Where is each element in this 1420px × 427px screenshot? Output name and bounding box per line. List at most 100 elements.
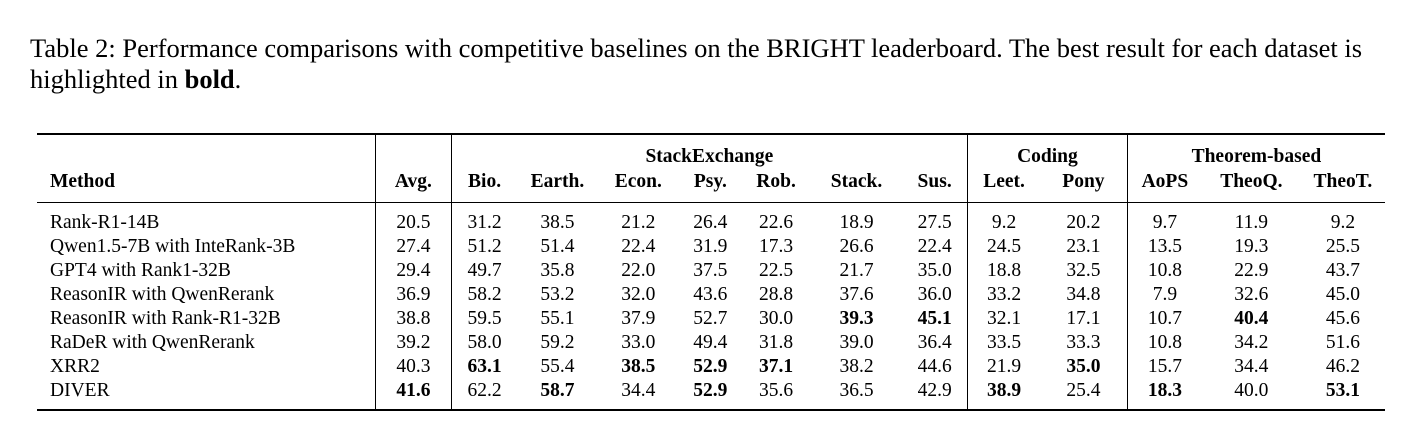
- value-cell: 10.7: [1126, 307, 1202, 331]
- value-cell: 26.6: [839, 236, 874, 257]
- value-cell: 22.0: [621, 260, 656, 281]
- value-cell: 24.5: [967, 235, 1041, 259]
- table-row: Qwen1.5-7B with InteRank-3B 27.4 51.2 51.4 2…: [37, 235, 1385, 259]
- best-value: 37.1: [759, 356, 794, 377]
- best-value: 38.9: [986, 380, 1022, 401]
- method-cell: Rank-R1-14B: [50, 212, 160, 233]
- table-row: GPT4 with Rank1-32B 29.4 49.7 35.8 22.0 37.5 2…: [37, 259, 1385, 283]
- method-cell: RaDeR with QwenRerank: [50, 332, 255, 353]
- value-cell: 52.7: [693, 308, 728, 329]
- column-header-econ: Econ.: [597, 168, 680, 203]
- value-cell: 18.3: [1126, 379, 1202, 411]
- group-header-empty: [37, 133, 376, 168]
- value-cell: 62.2: [450, 379, 518, 411]
- value-cell: 34.4: [1234, 356, 1269, 377]
- value-cell: 58.0: [450, 331, 518, 355]
- value-cell: 37.9: [621, 308, 656, 329]
- column-header-row: Method Avg. Bio. Earth. Econ. Psy. Rob. …: [37, 168, 1385, 203]
- value-cell: 35.6: [741, 379, 811, 411]
- value-cell: 18.8: [967, 259, 1041, 283]
- table-row: XRR2 40.3 63.1 55.4 38.5 52.9 37.1 38.2 44.6 21.9…: [37, 355, 1385, 379]
- value-cell: 33.3: [1066, 332, 1101, 353]
- column-header-rob: Rob.: [741, 168, 811, 203]
- value-cell: 32.6: [1234, 284, 1269, 305]
- value-cell: 58.2: [450, 283, 518, 307]
- value-cell: 38.8: [375, 307, 452, 331]
- value-cell: 53.1: [1300, 379, 1385, 411]
- value-cell: 49.7: [450, 259, 518, 283]
- value-cell: 23.1: [1066, 236, 1101, 257]
- table-row: DIVER 41.6 62.2 58.7 34.4 52.9 35.6 36.5 42.9 38.…: [37, 379, 1385, 411]
- value-cell: 13.5: [1126, 235, 1202, 259]
- value-cell: 22.9: [1234, 260, 1269, 281]
- value-cell: 22.4: [917, 236, 952, 257]
- value-cell: 43.6: [693, 284, 728, 305]
- value-cell: 22.5: [759, 260, 794, 281]
- value-cell: 22.6: [759, 212, 794, 233]
- value-cell: 17.1: [1066, 308, 1101, 329]
- value-cell: 45.0: [1325, 284, 1360, 305]
- value-cell: 9.2: [967, 202, 1041, 235]
- value-cell: 37.1: [741, 355, 810, 379]
- column-header-theot: TheoT.: [1300, 168, 1385, 203]
- value-cell: 45.1: [902, 307, 967, 331]
- best-value: 41.6: [396, 380, 431, 401]
- column-header-bio: Bio.: [450, 168, 518, 203]
- value-cell: 36.9: [375, 283, 452, 307]
- value-cell: 39.3: [811, 307, 902, 331]
- value-cell: 39.2: [375, 331, 452, 355]
- best-value: 38.5: [621, 356, 656, 377]
- value-cell: 9.2: [1330, 212, 1356, 233]
- value-cell: 32.1: [967, 307, 1041, 331]
- value-cell: 20.2: [1066, 212, 1101, 233]
- caption-text: Table 2: Performance comparisons with co…: [30, 33, 1363, 94]
- value-cell: 26.4: [693, 212, 728, 233]
- value-cell: 21.2: [621, 212, 656, 233]
- value-cell: 37.6: [839, 284, 874, 305]
- table-row: RaDeR with QwenRerank 39.2 58.0 59.2 33.0 49.…: [37, 331, 1385, 355]
- best-value: 58.7: [540, 380, 575, 401]
- value-cell: 36.5: [810, 379, 903, 411]
- group-header-empty: [375, 133, 452, 168]
- value-cell: 20.5: [375, 202, 452, 235]
- value-cell: 29.4: [375, 259, 452, 283]
- method-cell: ReasonIR with Rank-R1-32B: [50, 308, 281, 329]
- value-cell: 35.0: [1040, 355, 1127, 379]
- value-cell: 33.2: [967, 283, 1041, 307]
- best-value: 18.3: [1147, 380, 1182, 401]
- column-header-leet: Leet.: [967, 168, 1041, 203]
- value-cell: 39.0: [839, 332, 874, 353]
- method-cell: Qwen1.5-7B with InteRank-3B: [50, 236, 296, 257]
- value-cell: 38.9: [967, 379, 1041, 411]
- value-cell: 38.2: [839, 356, 874, 377]
- value-cell: 31.8: [759, 332, 794, 353]
- value-cell: 25.5: [1325, 236, 1360, 257]
- value-cell: 17.3: [759, 236, 794, 257]
- value-cell: 52.9: [679, 379, 742, 411]
- value-cell: 63.1: [450, 355, 518, 379]
- value-cell: 35.0: [917, 260, 952, 281]
- value-cell: 58.7: [517, 379, 598, 411]
- value-cell: 38.5: [597, 355, 679, 379]
- value-cell: 53.2: [540, 284, 575, 305]
- column-header-psy: Psy.: [679, 168, 742, 203]
- value-cell: 31.2: [450, 202, 518, 235]
- value-cell: 28.8: [759, 284, 794, 305]
- value-cell: 10.8: [1126, 259, 1202, 283]
- table-row: ReasonIR with QwenRerank 36.9 58.2 53.2 32.0…: [37, 283, 1385, 307]
- value-cell: 38.5: [540, 212, 575, 233]
- value-cell: 42.9: [902, 379, 968, 411]
- value-cell: 40.4: [1202, 307, 1301, 331]
- best-value: 45.1: [917, 308, 952, 329]
- value-cell: 55.1: [540, 308, 575, 329]
- value-cell: 25.4: [1040, 379, 1128, 411]
- value-cell: 34.4: [597, 379, 680, 411]
- value-cell: 44.6: [917, 356, 952, 377]
- value-cell: 31.9: [693, 236, 728, 257]
- value-cell: 36.4: [917, 332, 952, 353]
- value-cell: 43.7: [1325, 260, 1360, 281]
- group-stackexchange: StackExchange: [450, 133, 968, 168]
- value-cell: 51.6: [1325, 332, 1360, 353]
- value-cell: 49.4: [693, 332, 728, 353]
- group-header-row: StackExchange Coding Theorem-based: [37, 133, 1385, 168]
